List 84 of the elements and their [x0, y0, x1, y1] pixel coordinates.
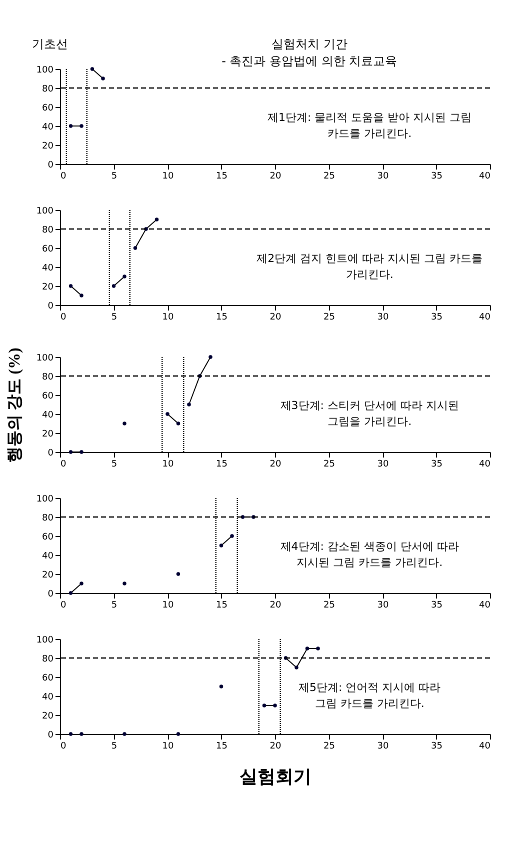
y-tick-label: 0: [48, 448, 54, 458]
y-tick-label: 60: [42, 244, 54, 254]
x-tick-label: 25: [324, 460, 335, 470]
x-tick-label: 5: [111, 742, 118, 752]
x-tick-label: 25: [324, 312, 335, 322]
x-axis-title: 실험회기: [240, 766, 312, 786]
x-tick-label: 25: [324, 600, 335, 610]
x-tick-label: 40: [479, 742, 491, 752]
y-tick-label: 20: [42, 430, 54, 440]
x-tick-label: 5: [111, 600, 118, 610]
y-tick-label: 0: [48, 302, 54, 312]
x-tick-label: 30: [377, 742, 389, 752]
x-tick-label: 0: [60, 460, 66, 470]
y-tick-label: 100: [36, 494, 54, 504]
y-tick-label: 0: [48, 730, 54, 740]
y-tick-label: 60: [42, 674, 54, 684]
y-tick-label: 40: [42, 264, 54, 274]
y-tick-label: 100: [36, 354, 54, 364]
y-tick-label: 100: [36, 206, 54, 216]
x-tick-label: 0: [60, 172, 66, 182]
annotation: 제1단계: 물리적 도움을 받아 지시된 그림 카드를 가리킨다.: [268, 110, 472, 140]
y-tick-label: 100: [36, 66, 54, 76]
x-tick-label: 35: [431, 460, 442, 470]
text: 기초선: [32, 37, 68, 51]
x-tick-label: 5: [111, 312, 118, 322]
x-tick-label: 20: [270, 172, 282, 182]
y-axis-title: 행동의 강도 (%): [6, 348, 24, 462]
y-tick-label: 80: [42, 84, 54, 94]
x-tick-label: 10: [162, 312, 174, 322]
y-tick-label: 0: [48, 590, 54, 600]
x-tick-label: 15: [216, 600, 228, 610]
y-tick-label: 0: [48, 160, 54, 170]
x-tick-label: 20: [270, 600, 282, 610]
y-tick-label: 20: [42, 712, 54, 722]
text: 실험처치 기간 - 촉진과 용암법에 의한 치료교육: [222, 37, 398, 68]
y-tick-label: 20: [42, 142, 54, 152]
y-tick-label: 20: [42, 282, 54, 292]
y-tick-label: 40: [42, 692, 54, 702]
x-tick-label: 10: [162, 460, 174, 470]
x-tick-label: 20: [270, 460, 282, 470]
x-tick-label: 35: [431, 742, 442, 752]
y-tick-label: 100: [36, 636, 54, 646]
x-tick-label: 0: [60, 742, 66, 752]
y-tick-label: 60: [42, 104, 54, 114]
y-tick-label: 80: [42, 226, 54, 236]
x-tick-label: 25: [324, 172, 335, 182]
x-tick-label: 30: [377, 460, 389, 470]
x-tick-label: 40: [479, 312, 491, 322]
annotation: 제2단계 검지 힌트에 따라 지시된 그림 카드를 가리킨다.: [256, 252, 483, 281]
annotation: 제5단계: 언어적 지시에 따라 그림 카드를 가리킨다.: [298, 680, 441, 710]
annotation: 제4단계: 감소된 색종이 단서에 따라 지시된 그림 카드를 가리킨다.: [280, 540, 459, 569]
x-tick-label: 35: [431, 312, 442, 322]
x-tick-label: 15: [216, 172, 228, 182]
x-tick-label: 0: [60, 312, 66, 322]
x-tick-label: 15: [216, 460, 228, 470]
x-tick-label: 10: [162, 742, 174, 752]
y-tick-label: 40: [42, 552, 54, 562]
x-tick-label: 15: [216, 742, 228, 752]
y-tick-label: 80: [42, 372, 54, 382]
x-tick-label: 25: [324, 742, 335, 752]
x-tick-label: 5: [111, 172, 118, 182]
y-tick-label: 40: [42, 122, 54, 132]
x-tick-label: 20: [270, 312, 282, 322]
y-tick-label: 40: [42, 410, 54, 420]
x-tick-label: 35: [431, 600, 442, 610]
annotation: 제3단계: 스티커 단서에 따라 지시된 그림을 가리킨다.: [280, 398, 459, 428]
x-tick-label: 20: [270, 742, 282, 752]
x-tick-label: 30: [377, 312, 389, 322]
y-tick-label: 20: [42, 570, 54, 580]
x-tick-label: 15: [216, 312, 228, 322]
x-tick-label: 10: [162, 172, 174, 182]
y-tick-label: 80: [42, 514, 54, 524]
x-tick-label: 30: [377, 172, 389, 182]
x-tick-label: 0: [60, 600, 66, 610]
y-tick-label: 80: [42, 654, 54, 664]
x-tick-label: 40: [479, 460, 491, 470]
x-tick-label: 35: [431, 172, 442, 182]
x-tick-label: 10: [162, 600, 174, 610]
x-tick-label: 40: [479, 600, 491, 610]
y-tick-label: 60: [42, 392, 54, 402]
y-tick-label: 60: [42, 532, 54, 542]
x-tick-label: 40: [479, 172, 491, 182]
x-tick-label: 30: [377, 600, 389, 610]
x-tick-label: 5: [111, 460, 118, 470]
